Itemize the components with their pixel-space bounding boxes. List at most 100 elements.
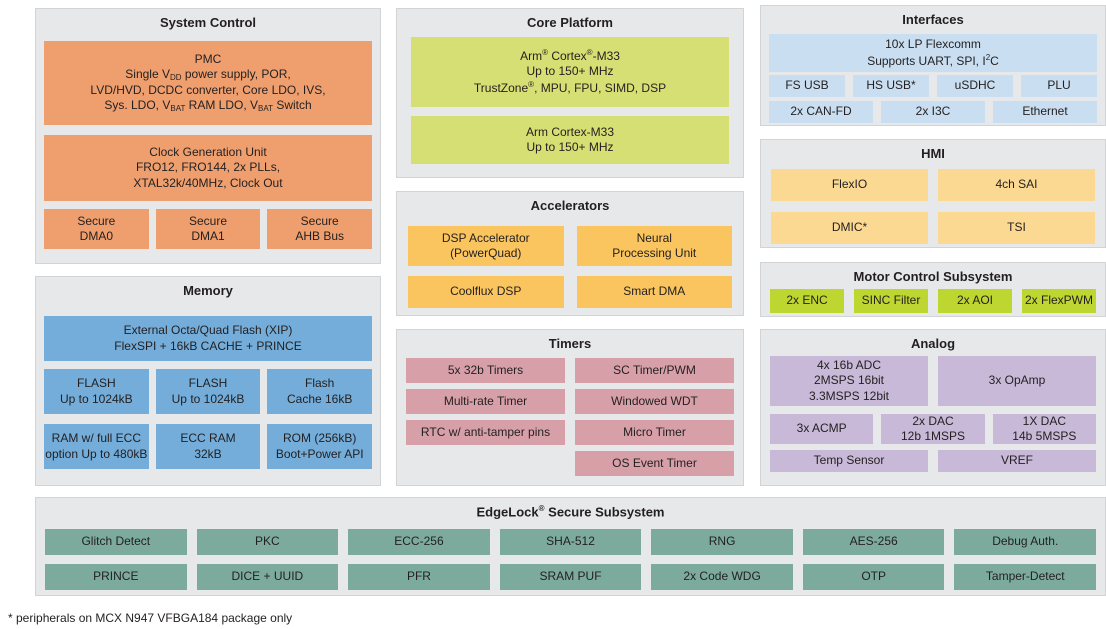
block-dsp-accelerator-powerquad: DSP Accelerator (PowerQuad) (408, 226, 564, 266)
row-edgelock-2: PRINCE DICE + UUID PFR SRAM PUF 2x Code WDG O… (45, 564, 1097, 590)
text-line: 12b 1MSPS (900, 429, 966, 443)
block-multi-rate-timer: Multi-rate Timer (406, 389, 565, 414)
footnote: * peripherals on MCX N947 VFBGA184 packa… (8, 611, 293, 625)
block-dac-14b: 1X DAC 14b 5MSPS (992, 414, 1096, 444)
block-ecc-ram: ECC RAM 32kB (155, 424, 261, 469)
timers-column-right: SC Timer/PWM Windowed WDT Micro Timer OS Ev… (575, 358, 734, 476)
text-line: Flash (305, 376, 335, 391)
panel-edgelock-secure-subsystem: EdgeLock® Secure Subsystem Glitch Detect… (35, 497, 1106, 596)
text-line: FlexSPI + 16kB CACHE + PRINCE (114, 338, 302, 353)
block-rng: RNG (651, 529, 793, 555)
block-4ch-sai: 4ch SAI (938, 169, 1095, 201)
panel-memory: Memory External Octa/Quad Flash (XIP) Fle… (35, 276, 381, 486)
block-cortex-m33-main: Arm® Cortex®-M33 Up to 150+ MHz TrustZone®… (411, 37, 729, 107)
text-line: LVD/HVD, DCDC converter, Core LDO, IVS, (90, 83, 326, 97)
block-sc-timer-pwm: SC Timer/PWM (575, 358, 734, 383)
panel-system-control: System Control PMC Single VDD power suppl… (35, 8, 381, 264)
text-line: FLASH (76, 376, 116, 391)
panel-interfaces: Interfaces 10x LP Flexcomm Supports UART,… (760, 5, 1106, 126)
block-ram-ecc: RAM w/ full ECC option Up to 480kB (44, 424, 149, 469)
block-rtc-w-anti-tamper-pins: RTC w/ anti-tamper pins (406, 420, 565, 445)
block-os-event-timer: OS Event Timer (575, 451, 734, 476)
block-flash-1: FLASH Up to 1024kB (44, 369, 149, 414)
timers-columns: 5x 32b Timers Multi-rate Timer RTC w/ anti… (406, 358, 734, 476)
row-edgelock-1: Glitch Detect PKC ECC-256 SHA-512 RNG AES-256… (45, 529, 1097, 555)
text-line: Coolflux DSP (450, 284, 522, 299)
panel-title-motor-control: Motor Control Subsystem (853, 269, 1013, 284)
row-analog-2: 3x ACMP 2x DAC 12b 1MSPS 1X DAC 14b 5MSPS (770, 414, 1096, 444)
text-line: Up to 150+ MHz (526, 140, 614, 154)
text-line: Clock Generation Unit (149, 145, 267, 160)
timers-column-left: 5x 32b Timers Multi-rate Timer RTC w/ anti… (406, 358, 565, 476)
text-line: Cache 16kB (286, 391, 353, 406)
block-sha-512: SHA-512 (499, 529, 642, 555)
text-line: 2x DAC (912, 413, 954, 428)
text-line: Up to 150+ MHz (526, 64, 614, 79)
panel-title-analog: Analog (910, 336, 956, 351)
block-5x-32b-timers: 5x 32b Timers (406, 358, 565, 383)
block-tsi: TSI (938, 212, 1095, 244)
panel-timers: Timers 5x 32b Timers Multi-rate Timer RTC … (396, 329, 744, 486)
panel-title-hmi: HMI (921, 146, 945, 161)
text-line: ECC RAM (180, 431, 236, 446)
block-dice-uuid: DICE + UUID (196, 564, 339, 590)
block-secure-dma0: Secure DMA0 (44, 209, 149, 249)
block-micro-timer: Micro Timer (575, 420, 734, 445)
text-line: Arm® Cortex®-M33 (520, 48, 620, 64)
text-line: Processing Unit (612, 246, 697, 260)
block-flash-2: FLASH Up to 1024kB (155, 369, 261, 414)
text-line: 14b 5MSPS (1012, 429, 1077, 443)
block-2x-can-fd: 2x CAN-FD (769, 101, 873, 123)
block-pmc: PMC Single VDD power supply, POR, LVD/HVD,… (44, 41, 372, 125)
block-cortex-m33-second: Arm Cortex-M33 Up to 150+ MHz (411, 116, 729, 164)
text-line: (PowerQuad) (450, 246, 522, 260)
block-2x-flexpwm: 2x FlexPWM (1022, 289, 1096, 313)
block-sram-puf: SRAM PUF (499, 564, 642, 590)
block-plu: PLU (1021, 75, 1097, 97)
block-secure-dma1: Secure DMA1 (155, 209, 261, 249)
panel-accelerators: Accelerators DSP Accelerator (PowerQuad) … (396, 191, 744, 316)
panel-core-platform: Core Platform Arm® Cortex®-M33 Up to 150+… (396, 8, 744, 178)
text-line: Sys. LDO, VBAT RAM LDO, VBAT Switch (104, 98, 312, 114)
block-flexio: FlexIO (771, 169, 928, 201)
block-hs-usb: HS USB* (853, 75, 929, 97)
block-smart-dma: Smart DMA (576, 276, 732, 308)
block-rom: ROM (256kB) Boot+Power API (267, 424, 373, 469)
text-line: DMA0 (79, 229, 113, 243)
block-prince: PRINCE (45, 564, 187, 590)
block-tamper-detect: Tamper-Detect (954, 564, 1097, 590)
block-pkc: PKC (196, 529, 339, 555)
text-line: Arm Cortex-M33 (525, 124, 614, 139)
text-line: TrustZone®, MPU, FPU, SIMD, DSP (473, 79, 667, 95)
text-line: Up to 1024kB (171, 391, 245, 406)
row-secure-dma: Secure DMA0 Secure DMA1 Secure AHB Bus (44, 209, 373, 249)
panel-title-timers: Timers (548, 336, 592, 351)
text-line: XTAL32k/40MHz, Clock Out (133, 175, 283, 190)
block-debug-auth: Debug Auth. (954, 529, 1097, 555)
panel-title-interfaces: Interfaces (902, 12, 964, 27)
row-ram-rom: RAM w/ full ECC option Up to 480kB ECC RA… (44, 424, 373, 469)
row-interfaces-2: 2x CAN-FD 2x I3C Ethernet (769, 101, 1097, 123)
text-line: option Up to 480kB (45, 446, 148, 461)
row-accelerators-2: Coolflux DSP Smart DMA (408, 276, 732, 308)
panel-title-accelerators: Accelerators (530, 198, 610, 213)
text-line: 3x OpAmp (988, 373, 1046, 388)
block-sinc-filter: SINC Filter (854, 289, 928, 313)
block-ethernet: Ethernet (993, 101, 1097, 123)
block-coolflux-dsp: Coolflux DSP (408, 276, 564, 308)
text-line: PMC (194, 51, 222, 66)
text-line: 4x 16b ADC (816, 358, 882, 373)
text-line: 3x ACMP (796, 421, 847, 436)
block-pfr: PFR (348, 564, 490, 590)
block-temp-sensor: Temp Sensor (770, 450, 928, 472)
block-aes-256: AES-256 (802, 529, 945, 555)
text-line: DMA1 (191, 229, 225, 243)
text-line: FLASH (188, 376, 228, 391)
text-line: FRO12, FRO144, 2x PLLs, (135, 160, 281, 175)
block-2x-enc: 2x ENC (770, 289, 844, 313)
block-opamp: 3x OpAmp (938, 356, 1096, 406)
text-line: ROM (256kB) (283, 431, 357, 446)
panel-title-edgelock: EdgeLock® Secure Subsystem (476, 504, 665, 520)
block-glitch-detect: Glitch Detect (45, 529, 187, 555)
